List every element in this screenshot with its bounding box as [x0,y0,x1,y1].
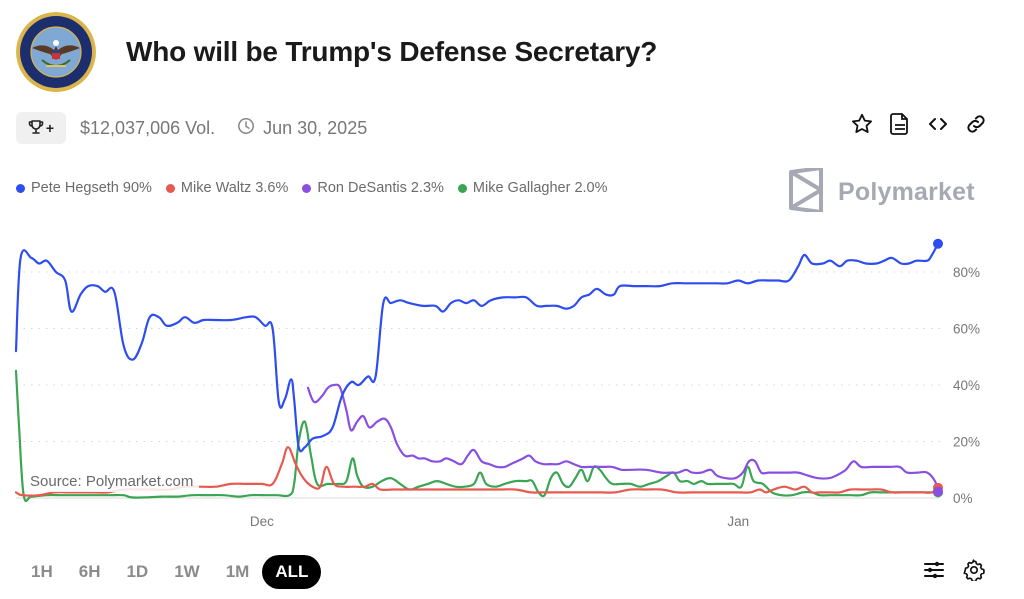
end-date-text: Jun 30, 2025 [263,117,368,138]
range-1d[interactable]: 1D [126,562,149,581]
polymarket-logo-icon [788,166,824,217]
end-date: Jun 30, 2025 [237,117,367,140]
chart-series-lines [14,242,940,503]
rewards-plus: + [45,120,55,136]
range-1h[interactable]: 1H [31,562,53,581]
market-title: Who will be Trump's Defense Secretary? [126,36,658,67]
legend-item-waltz[interactable]: Mike Waltz 3.6% [165,180,289,196]
source-label: Source: Polymarket.com [24,471,200,492]
y-tick-label: 60% [953,322,980,337]
polymarket-watermark: Polymarket [788,166,975,217]
department-of-defense-seal-logo [16,12,96,92]
rewards-button[interactable]: + [16,112,66,144]
series-endpoint-pete-hegseth [933,238,943,249]
bookmark-button[interactable] [850,112,874,141]
x-tick-label: Jan [727,514,749,529]
link-icon [964,112,988,141]
y-axis-ticks: 0% 20% 40% 60% 80% [953,265,980,506]
document-icon [889,112,911,141]
market-meta: + $12,037,006 Vol. Jun 30, 2025 [16,112,367,144]
range-1m[interactable]: 1M [225,562,250,581]
x-tick-label: Dec [250,514,274,529]
chart-filters-button[interactable] [922,560,946,584]
trophy-icon [28,119,44,138]
chart-settings-button[interactable] [962,558,986,586]
legend-item-gallagher[interactable]: Mike Gallagher 2.0% [457,180,608,196]
legend-item-hegseth[interactable]: Pete Hegseth 90% [16,180,152,196]
range-1w[interactable]: 1W [174,562,200,581]
time-range-selector: 1H 6H 1D 1W 1M ALL [18,555,322,589]
legend-item-desantis[interactable]: Ron DeSantis 2.3% [302,180,444,196]
copy-link-button[interactable] [964,114,988,138]
chart-settings [922,558,986,586]
range-6h[interactable]: 6H [78,562,101,581]
embed-button[interactable] [926,114,950,138]
series-line-mike-waltz[interactable] [14,446,940,497]
x-axis-ticks: Dec Jan [250,514,749,529]
range-all[interactable]: ALL [262,555,322,589]
chart-series-endpoints [933,238,943,498]
gear-icon [963,558,985,586]
y-tick-label: 20% [953,435,980,450]
star-icon [850,112,874,141]
market-header: Who will be Trump's Defense Secretary? [16,10,657,94]
legend-label: Pete Hegseth 90% [31,180,152,196]
y-tick-label: 80% [953,265,980,280]
legend-dot-desantis [302,183,312,193]
series-endpoint-ron-desantis [933,486,943,497]
chart-gridlines [16,271,940,499]
volume-text: $12,037,006 Vol. [80,117,216,138]
price-history-chart[interactable]: 0% 20% 40% 60% 80% Dec Jan [0,230,1024,540]
y-tick-label: 40% [953,378,980,393]
legend-label: Ron DeSantis 2.3% [317,180,444,196]
chart-legend: Pete Hegseth 90% Mike Waltz 3.6% Ron DeS… [16,180,608,196]
clock-icon [237,117,255,140]
series-line-ron-desantis[interactable] [306,383,940,493]
y-tick-label: 0% [953,491,973,506]
rules-document-button[interactable] [888,112,912,141]
code-icon [926,112,950,141]
legend-label: Mike Waltz 3.6% [180,180,289,196]
legend-label: Mike Gallagher 2.0% [472,180,608,196]
legend-dot-hegseth [16,183,25,193]
series-line-mike-gallagher[interactable] [14,369,940,503]
legend-dot-waltz [165,183,175,193]
series-line-pete-hegseth[interactable] [14,242,940,453]
sliders-icon [923,559,945,586]
polymarket-brand-name: Polymarket [838,178,975,206]
market-actions [850,112,988,141]
legend-dot-gallagher [457,183,467,193]
